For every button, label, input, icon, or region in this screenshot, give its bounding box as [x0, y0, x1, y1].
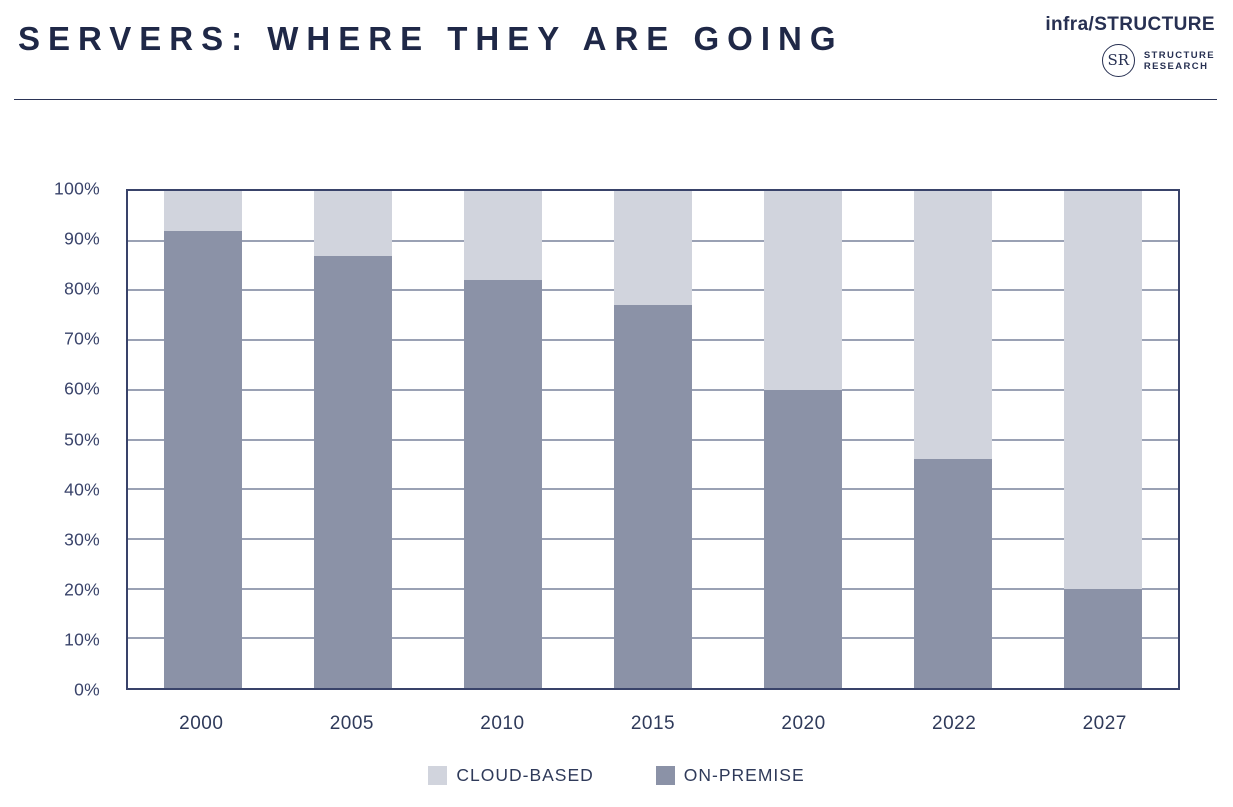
y-tick-20pct: 20% — [64, 579, 100, 600]
header-divider — [14, 99, 1217, 100]
plot-area — [126, 189, 1180, 690]
structure-research-logo: SR STRUCTURE RESEARCH — [1101, 44, 1215, 77]
bar-2027 — [1064, 191, 1142, 688]
y-tick-50pct: 50% — [64, 429, 100, 449]
bar-2000-cloud-based-segment — [163, 191, 242, 231]
bar-2010 — [464, 191, 542, 688]
legend-swatch-on-premise — [655, 766, 675, 785]
y-tick-40pct: 40% — [64, 479, 100, 500]
page-title: SERVERS: WHERE THEY ARE GOING — [18, 20, 844, 57]
legend-entry-on-premise: ON-PREMISE — [655, 765, 805, 786]
infrastructure-wordmark: infra/STRUCTURE — [1045, 14, 1215, 35]
y-tick-100pct: 100% — [54, 178, 100, 199]
sr-emblem-icon: SR — [1101, 44, 1135, 77]
x-label-2020: 2020 — [781, 713, 826, 734]
y-tick-60pct: 60% — [64, 378, 100, 399]
bar-2005-on-premise-segment — [314, 255, 392, 688]
bar-2010-cloud-based-segment — [464, 191, 542, 281]
bar-2015-on-premise-segment — [614, 305, 692, 688]
org-name-line2: RESEARCH — [1143, 60, 1209, 72]
bar-2015-cloud-based-segment — [614, 191, 692, 306]
x-label-2022: 2022 — [932, 713, 977, 734]
y-tick-0pct: 0% — [74, 679, 100, 700]
bar-2022-cloud-based-segment — [914, 191, 992, 460]
bar-2020-cloud-based-segment — [764, 191, 842, 390]
bar-2000 — [163, 191, 242, 688]
bar-2005-cloud-based-segment — [314, 191, 392, 256]
x-label-2000: 2000 — [179, 713, 224, 734]
bar-2022-on-premise-segment — [914, 459, 992, 688]
x-label-2005: 2005 — [329, 713, 374, 734]
x-axis: 2000 2005 2010 2015 2020 2022 2027 — [126, 691, 1180, 741]
y-axis: 0% 10% 20% 30% 40% 50% 60% 70% 80% 90% 100% — [0, 179, 110, 700]
y-tick-30pct: 30% — [64, 529, 100, 550]
org-name-line1: STRUCTURE — [1143, 49, 1215, 61]
x-label-2027: 2027 — [1082, 713, 1127, 734]
bar-2022 — [914, 191, 992, 688]
legend-label-cloud-based: CLOUD-BASED — [456, 765, 594, 785]
bar-2015 — [614, 191, 692, 688]
y-tick-10pct: 10% — [64, 629, 100, 650]
y-tick-70pct: 70% — [64, 328, 100, 349]
legend-label-on-premise: ON-PREMISE — [683, 765, 805, 785]
bar-2000-on-premise-segment — [163, 230, 242, 688]
legend-swatch-cloud-based — [428, 766, 448, 785]
bar-2027-on-premise-segment — [1064, 588, 1142, 688]
legend-entry-cloud-based: CLOUD-BASED — [428, 765, 593, 786]
brand-block: infra/STRUCTURE SR STRUCTURE RESEARCH — [1045, 14, 1215, 77]
bar-2005 — [314, 191, 392, 688]
org-name: STRUCTURE RESEARCH — [1144, 50, 1215, 72]
bar-2027-cloud-based-segment — [1064, 191, 1142, 589]
x-label-2010: 2010 — [480, 713, 525, 734]
legend: CLOUD-BASED ON-PREMISE — [0, 765, 1233, 786]
bar-2010-on-premise-segment — [464, 280, 542, 688]
bar-2020 — [764, 191, 842, 688]
x-label-2015: 2015 — [630, 713, 676, 734]
y-tick-80pct: 80% — [64, 278, 100, 299]
y-tick-90pct: 90% — [64, 228, 100, 249]
bar-2020-on-premise-segment — [764, 389, 842, 688]
